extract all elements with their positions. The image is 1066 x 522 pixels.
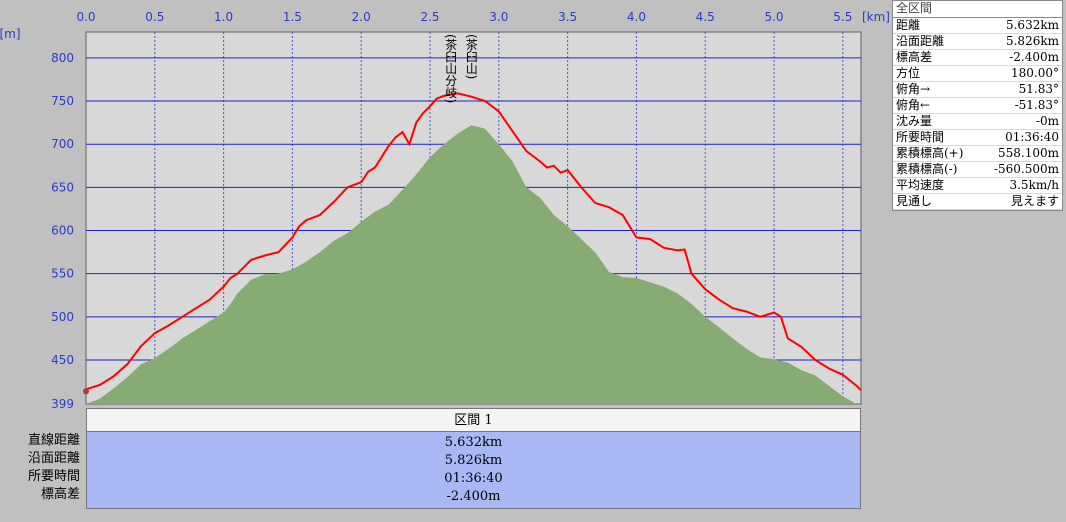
label-required-time: 所要時間: [27, 469, 80, 484]
y-tick-label: 800: [51, 51, 74, 65]
x-tick-label: 3.5: [558, 10, 577, 24]
y-unit-label: [m]: [0, 27, 21, 41]
info-label: 標高差: [893, 49, 979, 66]
peak-annotation: (茶臼山): [464, 34, 478, 79]
value-straight-distance: 5.632km: [444, 435, 503, 450]
info-label: 俯角→: [893, 81, 979, 98]
info-value: -560.500m: [978, 161, 1062, 178]
y-tick-label: 750: [51, 94, 74, 108]
section-labels: 直線距離 沿面距離 所要時間 標高差: [0, 432, 80, 504]
info-label: 俯角←: [893, 97, 979, 114]
y-tick-label: 700: [51, 137, 74, 151]
y-tick-label: 600: [51, 224, 74, 238]
label-straight-distance: 直線距離: [27, 433, 80, 448]
x-unit-label: [km]: [862, 10, 890, 24]
info-value: 5.826km: [978, 33, 1062, 50]
info-row: 累積標高(+) 558.100m: [893, 145, 1062, 162]
y-tick-label: 450: [51, 353, 74, 367]
info-label: 所要時間: [893, 129, 979, 146]
info-label: 沿面距離: [893, 33, 979, 50]
info-value: 51.83°: [978, 81, 1062, 98]
route-line: [85, 92, 862, 391]
info-panel-header[interactable]: 全区間: [893, 1, 1062, 18]
terrain-area: [86, 125, 861, 404]
info-table: 距離 5.632km 沿面距離 5.826km 標高差 -2.400m 方位 180.00° 俯…: [893, 18, 1062, 210]
x-tick-label: 5.5: [833, 10, 852, 24]
section-table: 区間 1 5.632km 5.826km 01:36:40 -2.400m: [86, 408, 861, 509]
info-label: 方位: [893, 65, 979, 82]
peak-annotation: (茶臼山分岐): [444, 34, 458, 103]
x-tick-label: 1.0: [214, 10, 233, 24]
info-row: 累積標高(-) -560.500m: [893, 161, 1062, 178]
x-tick-label: 2.0: [352, 10, 371, 24]
section-values: 5.632km 5.826km 01:36:40 -2.400m: [86, 432, 861, 509]
y-min-label: 399: [51, 397, 74, 408]
x-tick-label: 4.5: [696, 10, 715, 24]
y-tick-label: 500: [51, 310, 74, 324]
x-tick-label: 5.0: [764, 10, 783, 24]
info-value: 01:36:40: [978, 129, 1062, 146]
value-required-time: 01:36:40: [444, 471, 503, 486]
info-row: 俯角← -51.83°: [893, 97, 1062, 114]
x-tick-label: 1.5: [283, 10, 302, 24]
info-row: 方位 180.00°: [893, 65, 1062, 82]
x-tick-label: 3.0: [489, 10, 508, 24]
label-surface-distance: 沿面距離: [27, 451, 80, 466]
info-row: 平均速度 3.5km/h: [893, 177, 1062, 194]
x-tick-label: 0.0: [76, 10, 95, 24]
info-label: 距離: [893, 18, 979, 34]
info-row: 沿面距離 5.826km: [893, 33, 1062, 50]
info-value: 558.100m: [978, 145, 1062, 162]
info-row: 俯角→ 51.83°: [893, 81, 1062, 98]
info-row: 距離 5.632km: [893, 18, 1062, 34]
start-marker: [83, 388, 89, 395]
y-tick-label: 550: [51, 267, 74, 281]
info-value: 見えます: [978, 193, 1062, 210]
label-elevation-diff: 標高差: [40, 487, 80, 502]
elevation-profile-chart: 0.0 0.5 1.0 1.5 2.0 2.5 3.0 3.5 4.0 4.5 5.0 5.5 [km]…: [0, 10, 890, 408]
info-value: -51.83°: [978, 97, 1062, 114]
info-label: 沈み量: [893, 113, 979, 130]
value-elevation-diff: -2.400m: [446, 489, 501, 504]
info-label: 平均速度: [893, 177, 979, 194]
info-value: 3.5km/h: [978, 177, 1062, 194]
info-value: 5.632km: [978, 18, 1062, 34]
info-label: 見通し: [893, 193, 979, 210]
info-label: 累積標高(+): [893, 145, 979, 162]
info-value: -0m: [978, 113, 1062, 130]
x-tick-label: 0.5: [145, 10, 164, 24]
info-row: 所要時間 01:36:40: [893, 129, 1062, 146]
info-row: 見通し 見えます: [893, 193, 1062, 210]
info-value: -2.400m: [978, 49, 1062, 66]
section-title[interactable]: 区間 1: [86, 408, 861, 432]
info-label: 累積標高(-): [893, 161, 979, 178]
info-row: 沈み量 -0m: [893, 113, 1062, 130]
x-tick-label: 2.5: [420, 10, 439, 24]
value-surface-distance: 5.826km: [444, 453, 503, 468]
info-panel: 全区間 距離 5.632km 沿面距離 5.826km 標高差 -2.400m 方位 180.…: [892, 0, 1063, 211]
info-value: 180.00°: [978, 65, 1062, 82]
info-row: 標高差 -2.400m: [893, 49, 1062, 66]
x-tick-label: 4.0: [627, 10, 646, 24]
y-tick-label: 650: [51, 180, 74, 194]
